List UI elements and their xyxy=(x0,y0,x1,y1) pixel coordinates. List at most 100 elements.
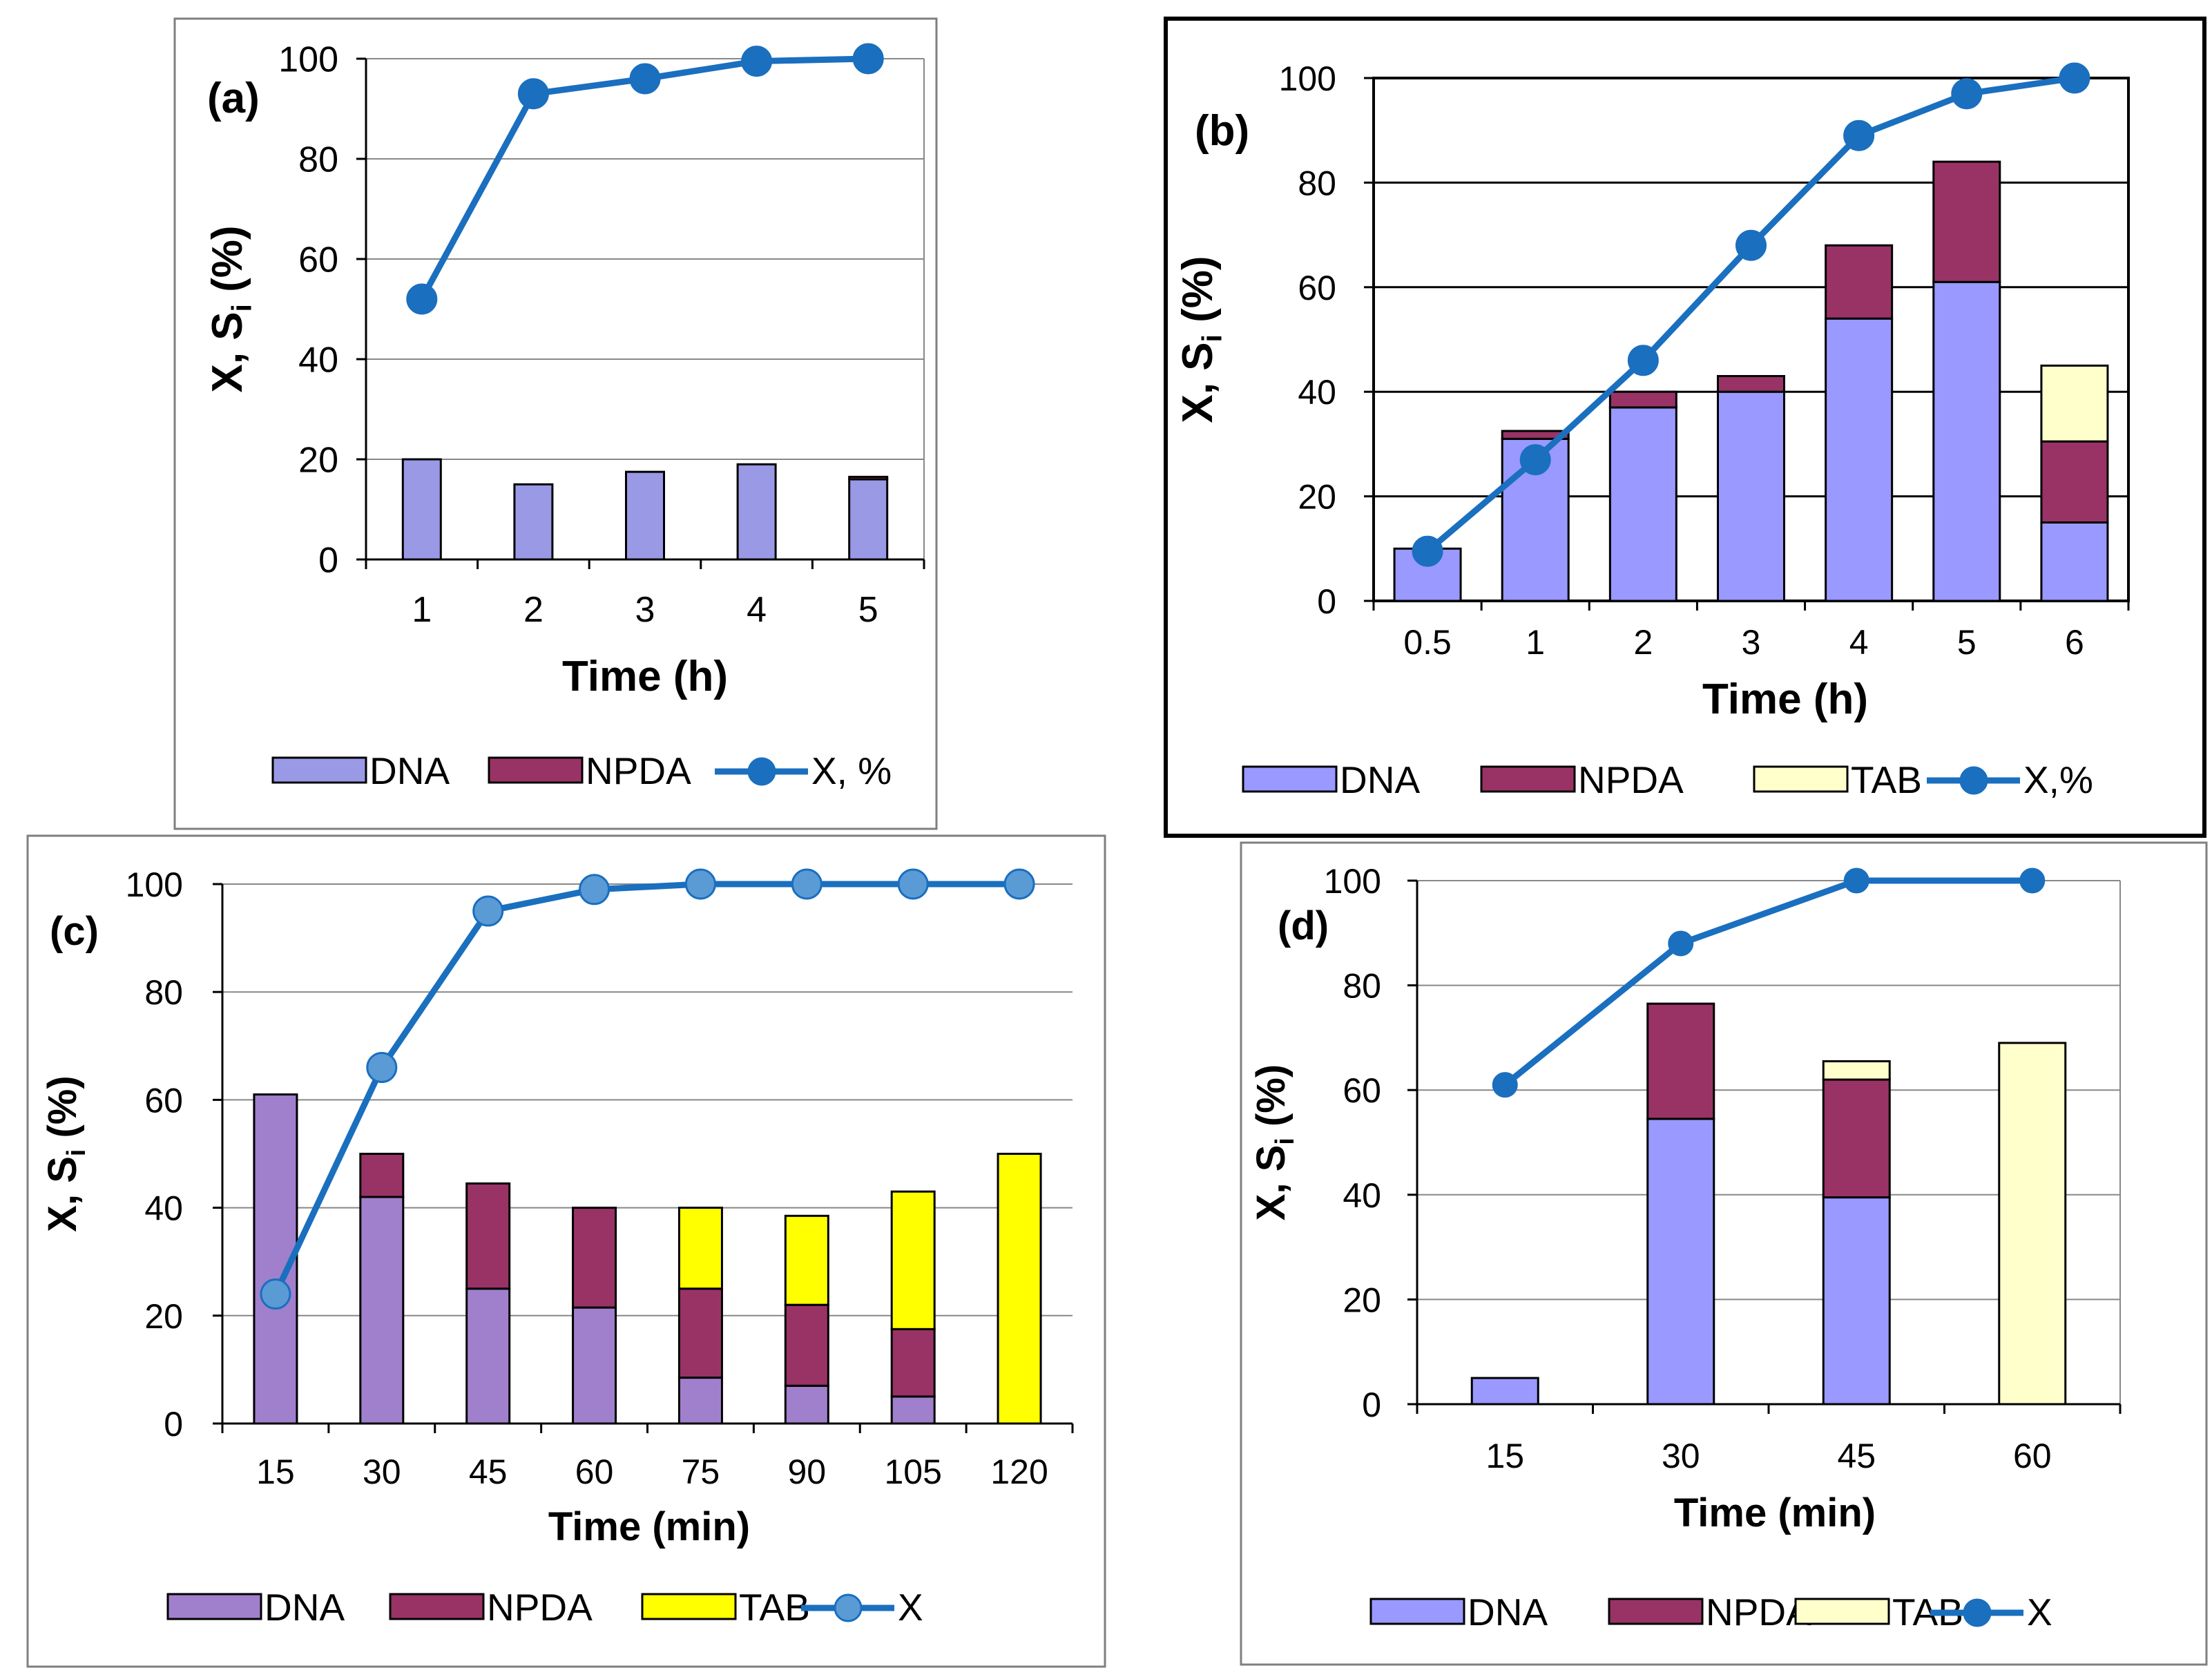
y-tick-label: 40 xyxy=(144,1189,183,1228)
bar-dna xyxy=(625,470,665,561)
x-tick-label: 2 xyxy=(523,590,544,630)
x-tick-label: 30 xyxy=(363,1453,401,1491)
bar-dna xyxy=(401,458,442,561)
conversion-point xyxy=(517,78,549,110)
y-axis-label-tail: (%) xyxy=(1174,256,1222,334)
legend-swatch xyxy=(488,756,584,784)
bar-tab xyxy=(890,1190,936,1330)
legend-marker xyxy=(747,757,776,786)
conversion-point xyxy=(1003,868,1035,900)
panel-label: (c) xyxy=(50,909,99,954)
x-axis-label: Time (h) xyxy=(562,653,728,700)
x-tick-label: 5 xyxy=(1957,623,1977,662)
bar-dna xyxy=(572,1306,617,1425)
conversion-point xyxy=(1492,1072,1518,1098)
y-tick-label: 60 xyxy=(298,240,338,280)
x-tick-label: 0.5 xyxy=(1403,623,1452,662)
bar-dna xyxy=(1646,1118,1715,1406)
conversion-point xyxy=(366,1052,398,1084)
x-tick-label: 60 xyxy=(2013,1437,2052,1475)
panel-label: (a) xyxy=(207,75,260,122)
x-tick-label: 120 xyxy=(990,1453,1048,1491)
conversion-point xyxy=(1843,119,1875,151)
legend-marker xyxy=(834,1593,863,1622)
conversion-point xyxy=(897,868,929,900)
legend-label: NPDA xyxy=(586,749,691,792)
y-axis-label: X, Si (%) xyxy=(204,225,258,392)
x-tick-label: 3 xyxy=(1742,623,1761,662)
x-tick-label: 4 xyxy=(1849,623,1869,662)
y-tick-label: 20 xyxy=(1298,478,1336,517)
conversion-point xyxy=(406,283,438,315)
legend-label: NPDA xyxy=(1706,1591,1811,1633)
x-tick-label: 1 xyxy=(412,590,432,630)
y-axis-label: X, Si (%) xyxy=(1249,1064,1299,1220)
conversion-point xyxy=(852,43,884,75)
bar-dna xyxy=(1470,1377,1539,1406)
y-axis-label-main: X, S xyxy=(1174,342,1222,423)
y-tick-label: 80 xyxy=(298,140,338,180)
bar-dna xyxy=(784,1384,829,1425)
conversion-point xyxy=(1412,535,1443,567)
legend-label: DNA xyxy=(1340,758,1420,801)
y-axis-label-main: X, S xyxy=(1249,1145,1293,1221)
legend-swatch xyxy=(1480,765,1576,793)
panel-frame xyxy=(173,17,938,830)
bar-npda xyxy=(1822,1078,1891,1199)
y-tick-label: 0 xyxy=(1317,582,1336,621)
panel-label: (d) xyxy=(1278,903,1329,948)
x-tick-label: 15 xyxy=(256,1453,295,1491)
legend-label: X, % xyxy=(811,749,892,792)
legend-marker xyxy=(1963,1598,1992,1627)
x-tick-label: 105 xyxy=(884,1453,941,1491)
conversion-point xyxy=(1735,229,1767,261)
x-axis-label: Time (min) xyxy=(1674,1491,1876,1535)
y-tick-label: 0 xyxy=(318,541,338,581)
bar-tab xyxy=(677,1207,723,1290)
y-axis-label-main: X, S xyxy=(40,1156,85,1232)
y-tick-label: 0 xyxy=(164,1405,183,1444)
y-tick-label: 80 xyxy=(1343,967,1381,1006)
x-tick-label: 45 xyxy=(1837,1437,1876,1475)
bar-tab xyxy=(1998,1042,2067,1406)
legend-marker xyxy=(1959,766,1988,795)
panel-frame xyxy=(1164,17,2206,838)
conversion-point xyxy=(472,895,504,927)
x-tick-label: 15 xyxy=(1485,1437,1524,1475)
panel-label: (b) xyxy=(1195,107,1249,155)
conversion-point xyxy=(2059,62,2090,94)
bar-dna xyxy=(1608,406,1677,602)
bar-npda xyxy=(1932,160,2001,283)
y-tick-label: 20 xyxy=(144,1297,183,1336)
legend-swatch xyxy=(1242,765,1338,793)
y-tick-label: 60 xyxy=(1343,1071,1381,1110)
legend-label: TAB xyxy=(739,1586,810,1629)
chart-panel-b: 0 20 40 60 80 100 0.5 1 2 3 4 5 6 (b) Time (h) X, Si (%… xyxy=(1164,17,2206,838)
bar-npda xyxy=(572,1207,617,1309)
x-tick-label: 4 xyxy=(747,590,767,630)
y-tick-label: 100 xyxy=(1279,59,1336,98)
legend-label: X xyxy=(898,1586,923,1629)
y-tick-label: 80 xyxy=(144,973,183,1012)
bar-npda xyxy=(677,1287,723,1379)
y-tick-label: 20 xyxy=(1343,1281,1381,1319)
legend-swatch xyxy=(271,756,367,784)
bar-tab xyxy=(997,1153,1042,1425)
y-axis-label-main: X, S xyxy=(204,312,251,392)
y-tick-label: 0 xyxy=(1362,1386,1381,1424)
bar-dna xyxy=(1825,317,1894,602)
conversion-point xyxy=(1519,444,1551,476)
bar-npda xyxy=(1608,390,1677,409)
bar-dna xyxy=(2040,521,2109,602)
y-axis-label: X, Si (%) xyxy=(40,1075,90,1232)
y-tick-label: 40 xyxy=(1298,373,1336,412)
bar-dna xyxy=(1822,1196,1891,1406)
y-tick-label: 80 xyxy=(1298,164,1336,202)
x-axis-label: Time (h) xyxy=(1702,675,1868,723)
legend-swatch xyxy=(1608,1598,1704,1625)
conversion-point xyxy=(1627,345,1659,376)
conversion-point xyxy=(1668,930,1694,957)
legend-swatch xyxy=(389,1593,485,1620)
legend-label: NPDA xyxy=(487,1586,593,1629)
bar-dna xyxy=(513,483,554,561)
